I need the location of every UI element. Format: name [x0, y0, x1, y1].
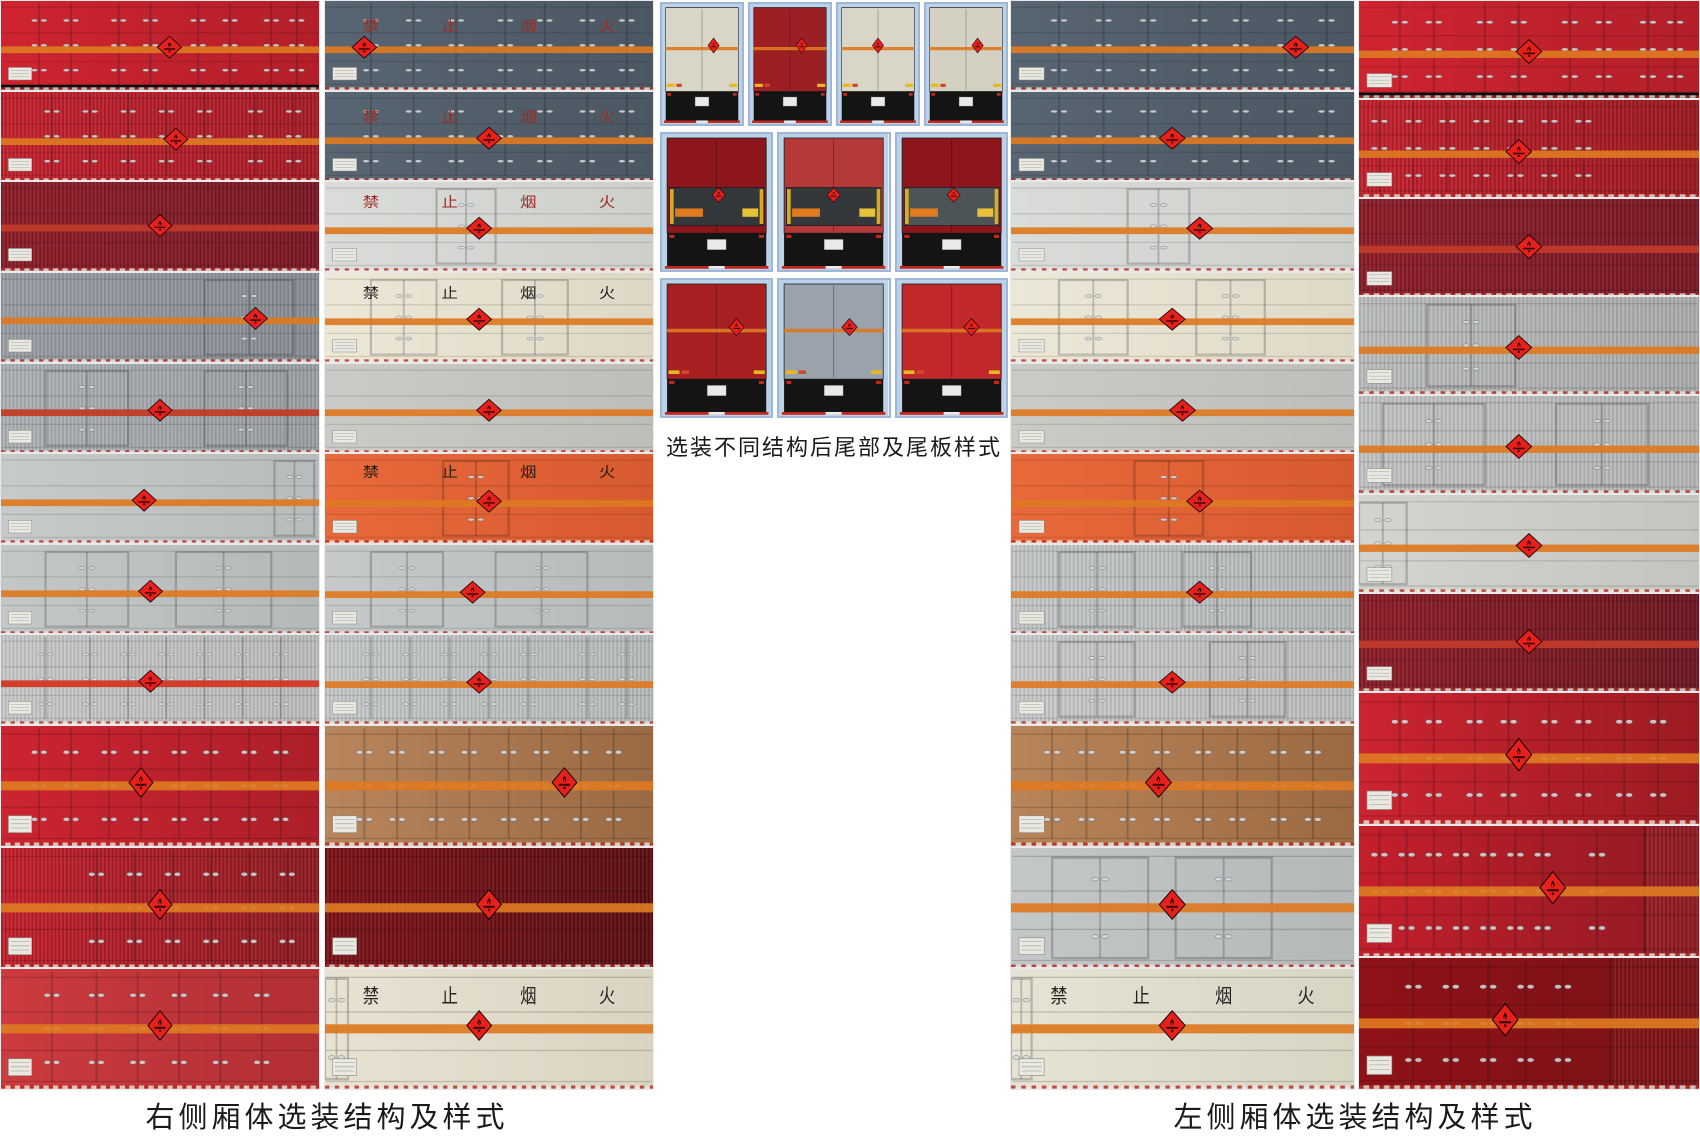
svg-text:火: 火: [599, 110, 615, 126]
svg-text:火: 火: [599, 195, 615, 211]
svg-text:火: 火: [599, 286, 615, 302]
svg-text:止: 止: [441, 18, 457, 35]
svg-text:禁: 禁: [363, 109, 379, 126]
svg-text:禁: 禁: [1050, 986, 1067, 1007]
svg-text:止: 止: [1133, 986, 1150, 1007]
svg-text:禁: 禁: [363, 18, 379, 35]
svg-text:烟: 烟: [520, 109, 536, 126]
svg-text:烟: 烟: [520, 18, 536, 35]
svg-text:烟: 烟: [520, 986, 536, 1008]
svg-text:止: 止: [441, 109, 457, 126]
svg-text:止: 止: [441, 464, 457, 481]
svg-text:火: 火: [599, 986, 615, 1008]
svg-text:烟: 烟: [520, 464, 536, 481]
svg-text:禁: 禁: [363, 464, 379, 481]
svg-text:烟: 烟: [520, 194, 536, 211]
svg-text:禁: 禁: [363, 986, 379, 1008]
svg-text:止: 止: [441, 285, 457, 302]
svg-text:禁: 禁: [363, 194, 379, 211]
svg-text:烟: 烟: [1215, 986, 1232, 1007]
svg-text:禁: 禁: [363, 285, 379, 302]
svg-text:火: 火: [599, 19, 615, 35]
svg-text:火: 火: [1297, 986, 1314, 1007]
svg-text:止: 止: [441, 986, 457, 1008]
svg-text:火: 火: [599, 465, 615, 481]
svg-text:止: 止: [441, 194, 457, 211]
svg-text:烟: 烟: [520, 285, 536, 302]
